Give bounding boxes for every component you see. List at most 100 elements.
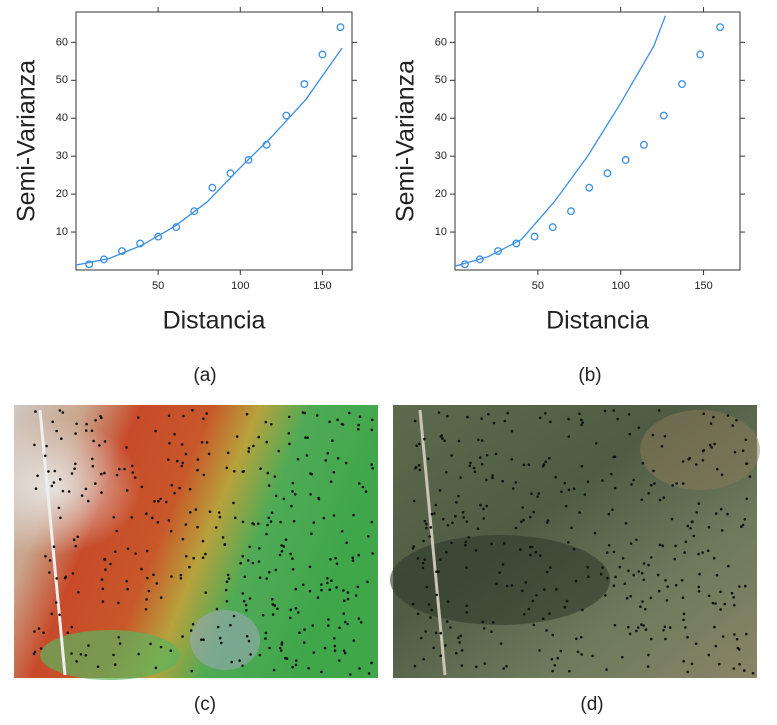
map-point [510,429,514,433]
map-point [118,642,122,645]
map-point [352,513,355,517]
map-point [112,653,115,657]
map-point [356,585,360,589]
map-point [55,577,58,580]
map-point [490,542,494,546]
map-point [153,500,156,503]
map-point [225,600,229,603]
map-point [335,586,338,589]
point [475,255,484,264]
map-point [621,656,624,659]
y-tick-label: 20 [435,188,447,200]
map-point [289,552,293,556]
map-point [181,461,184,465]
map-point [572,547,576,551]
map-point [738,585,741,588]
map-point [247,639,251,643]
map-point [310,532,313,535]
map-point [287,432,291,435]
point [548,223,557,232]
map-point [413,664,417,668]
map-point [465,611,469,614]
map-point [115,473,119,477]
map-point [364,490,368,493]
map-point [33,650,37,654]
map-point [280,643,284,646]
map-point [326,577,329,580]
map-point [548,612,551,615]
map-point [434,503,438,507]
map-point [487,412,490,416]
map-point [458,641,462,644]
map-point [273,475,277,478]
map-point [370,463,374,466]
map-point [437,570,440,573]
map-point [613,624,617,627]
map-point [544,412,547,415]
map-point [114,550,117,553]
map-point [159,497,162,501]
map-point [134,552,137,555]
map-point [594,442,598,445]
map-point [642,578,646,582]
map-point [291,490,294,493]
map-point [719,507,723,511]
map-point [247,450,250,453]
map-point [559,649,563,653]
point [136,239,145,248]
chart: 50 100 150 10 20 30 40 50 60 Distancia Semi-Varian… [392,7,745,335]
map-point [714,602,717,605]
map-point [241,554,245,558]
point [716,23,725,32]
map-point [156,521,160,524]
map-point [370,428,374,432]
map-point [173,492,176,495]
map-point [469,461,472,465]
map-point [580,653,583,656]
map-point [441,437,444,440]
map-point [612,550,616,554]
map-point [743,669,746,672]
map-point [284,656,287,660]
map-point [745,632,748,636]
map-point [439,558,442,561]
map-point [196,458,200,461]
map-point [534,551,537,554]
map-point [438,489,442,492]
map-point [522,518,525,522]
map-point [472,466,476,470]
map-point [527,607,531,611]
map-point [412,499,416,503]
fit-curve [76,47,343,266]
map-point [563,605,567,609]
map-point [200,638,203,641]
caption: (b) [578,365,601,386]
map-point [640,571,644,575]
map-point [741,449,745,453]
map-point [637,426,641,430]
map-point [711,601,715,605]
map-point [340,422,344,426]
map-point [666,585,669,588]
map-point [745,497,749,501]
map-point [441,517,445,521]
map-point [257,522,260,525]
map-point [200,441,204,444]
map-point [543,588,546,591]
map-point [159,645,163,649]
map-point [579,635,583,639]
map-point [44,554,47,558]
map-point [45,444,48,448]
map-point [618,565,622,569]
map-point [542,463,546,466]
map-point [687,457,690,461]
map-point [707,594,711,598]
map-point [671,484,674,487]
map-point [539,554,542,557]
map-point [70,625,74,629]
map-point [113,663,117,666]
map-point [328,588,332,591]
map-point [226,573,230,577]
map-point [744,438,748,442]
